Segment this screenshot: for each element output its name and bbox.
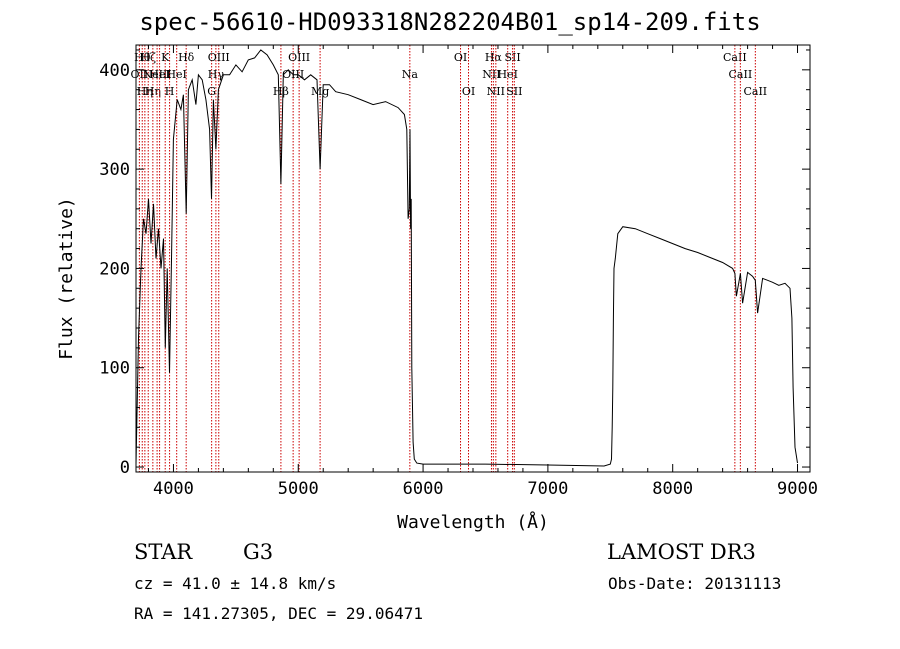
line-marker-label: Mg [311,85,329,98]
x-tick-label: 8000 [652,479,693,499]
survey-name: LAMOST DR3 [607,540,756,564]
y-axis-label: Flux (relative) [56,197,77,360]
y-tick-label: 300 [99,160,130,180]
redshift-cz: cz = 41.0 ± 14.8 km/s [134,574,337,593]
x-tick-label: 6000 [403,479,444,499]
x-tick-label: 7000 [527,479,568,499]
spectrum-line [135,49,798,467]
y-tick-label: 0 [120,458,130,478]
line-marker-label: Hθ [134,51,151,64]
line-marker-label: Hη [137,85,153,98]
x-tick-label: 4000 [153,479,194,499]
line-marker-label: NeIII [143,68,172,81]
chart-title: spec-56610-HD093318N282204B01_sp14-209.f… [139,8,761,36]
y-tick-label: 200 [99,259,130,279]
line-marker-label: HeI [149,68,169,81]
line-marker-label: HeI [497,68,517,81]
line-marker-label: NII [482,68,500,81]
y-tick-label: 100 [99,359,130,379]
line-marker-label: Hη [145,85,161,98]
line-marker-label: Na [402,68,419,81]
line-marker-label: OIII [288,51,310,64]
object-subclass: G3 [243,540,274,564]
plot-frame [135,44,811,473]
line-marker-label: OI [462,85,475,98]
line-marker-label: Hα [485,51,503,64]
line-marker-label: K [161,51,170,64]
line-marker-label: Hζ [140,51,156,64]
line-marker-label: Hδ [178,51,195,64]
line-marker-label: OIII [208,51,230,64]
ra-dec: RA = 141.27305, DEC = 29.06471 [134,604,423,623]
x-tick-label: 9000 [777,479,818,499]
line-marker-label: SII [504,51,520,64]
line-marker-label: NII [487,85,505,98]
object-class: STAR [134,540,193,564]
line-marker-label: G [207,85,216,98]
line-marker-label: HeI [166,68,186,81]
line-marker-label: Hβ [273,85,289,98]
line-marker-label: CaII [729,68,753,81]
obs-date: Obs-Date: 20131113 [608,574,782,593]
line-marker-label: CaII [723,51,747,64]
line-marker-label: H [165,85,175,98]
line-marker-label: CaII [743,85,767,98]
line-marker-label: SII [506,85,522,98]
x-tick-label: 5000 [278,479,319,499]
line-marker-label: OI [454,51,467,64]
x-axis-label: Wavelength (Å) [397,511,549,533]
y-tick-label: 400 [99,61,130,81]
line-marker-label: OII [131,68,149,81]
line-marker-label: Hγ [208,68,225,81]
